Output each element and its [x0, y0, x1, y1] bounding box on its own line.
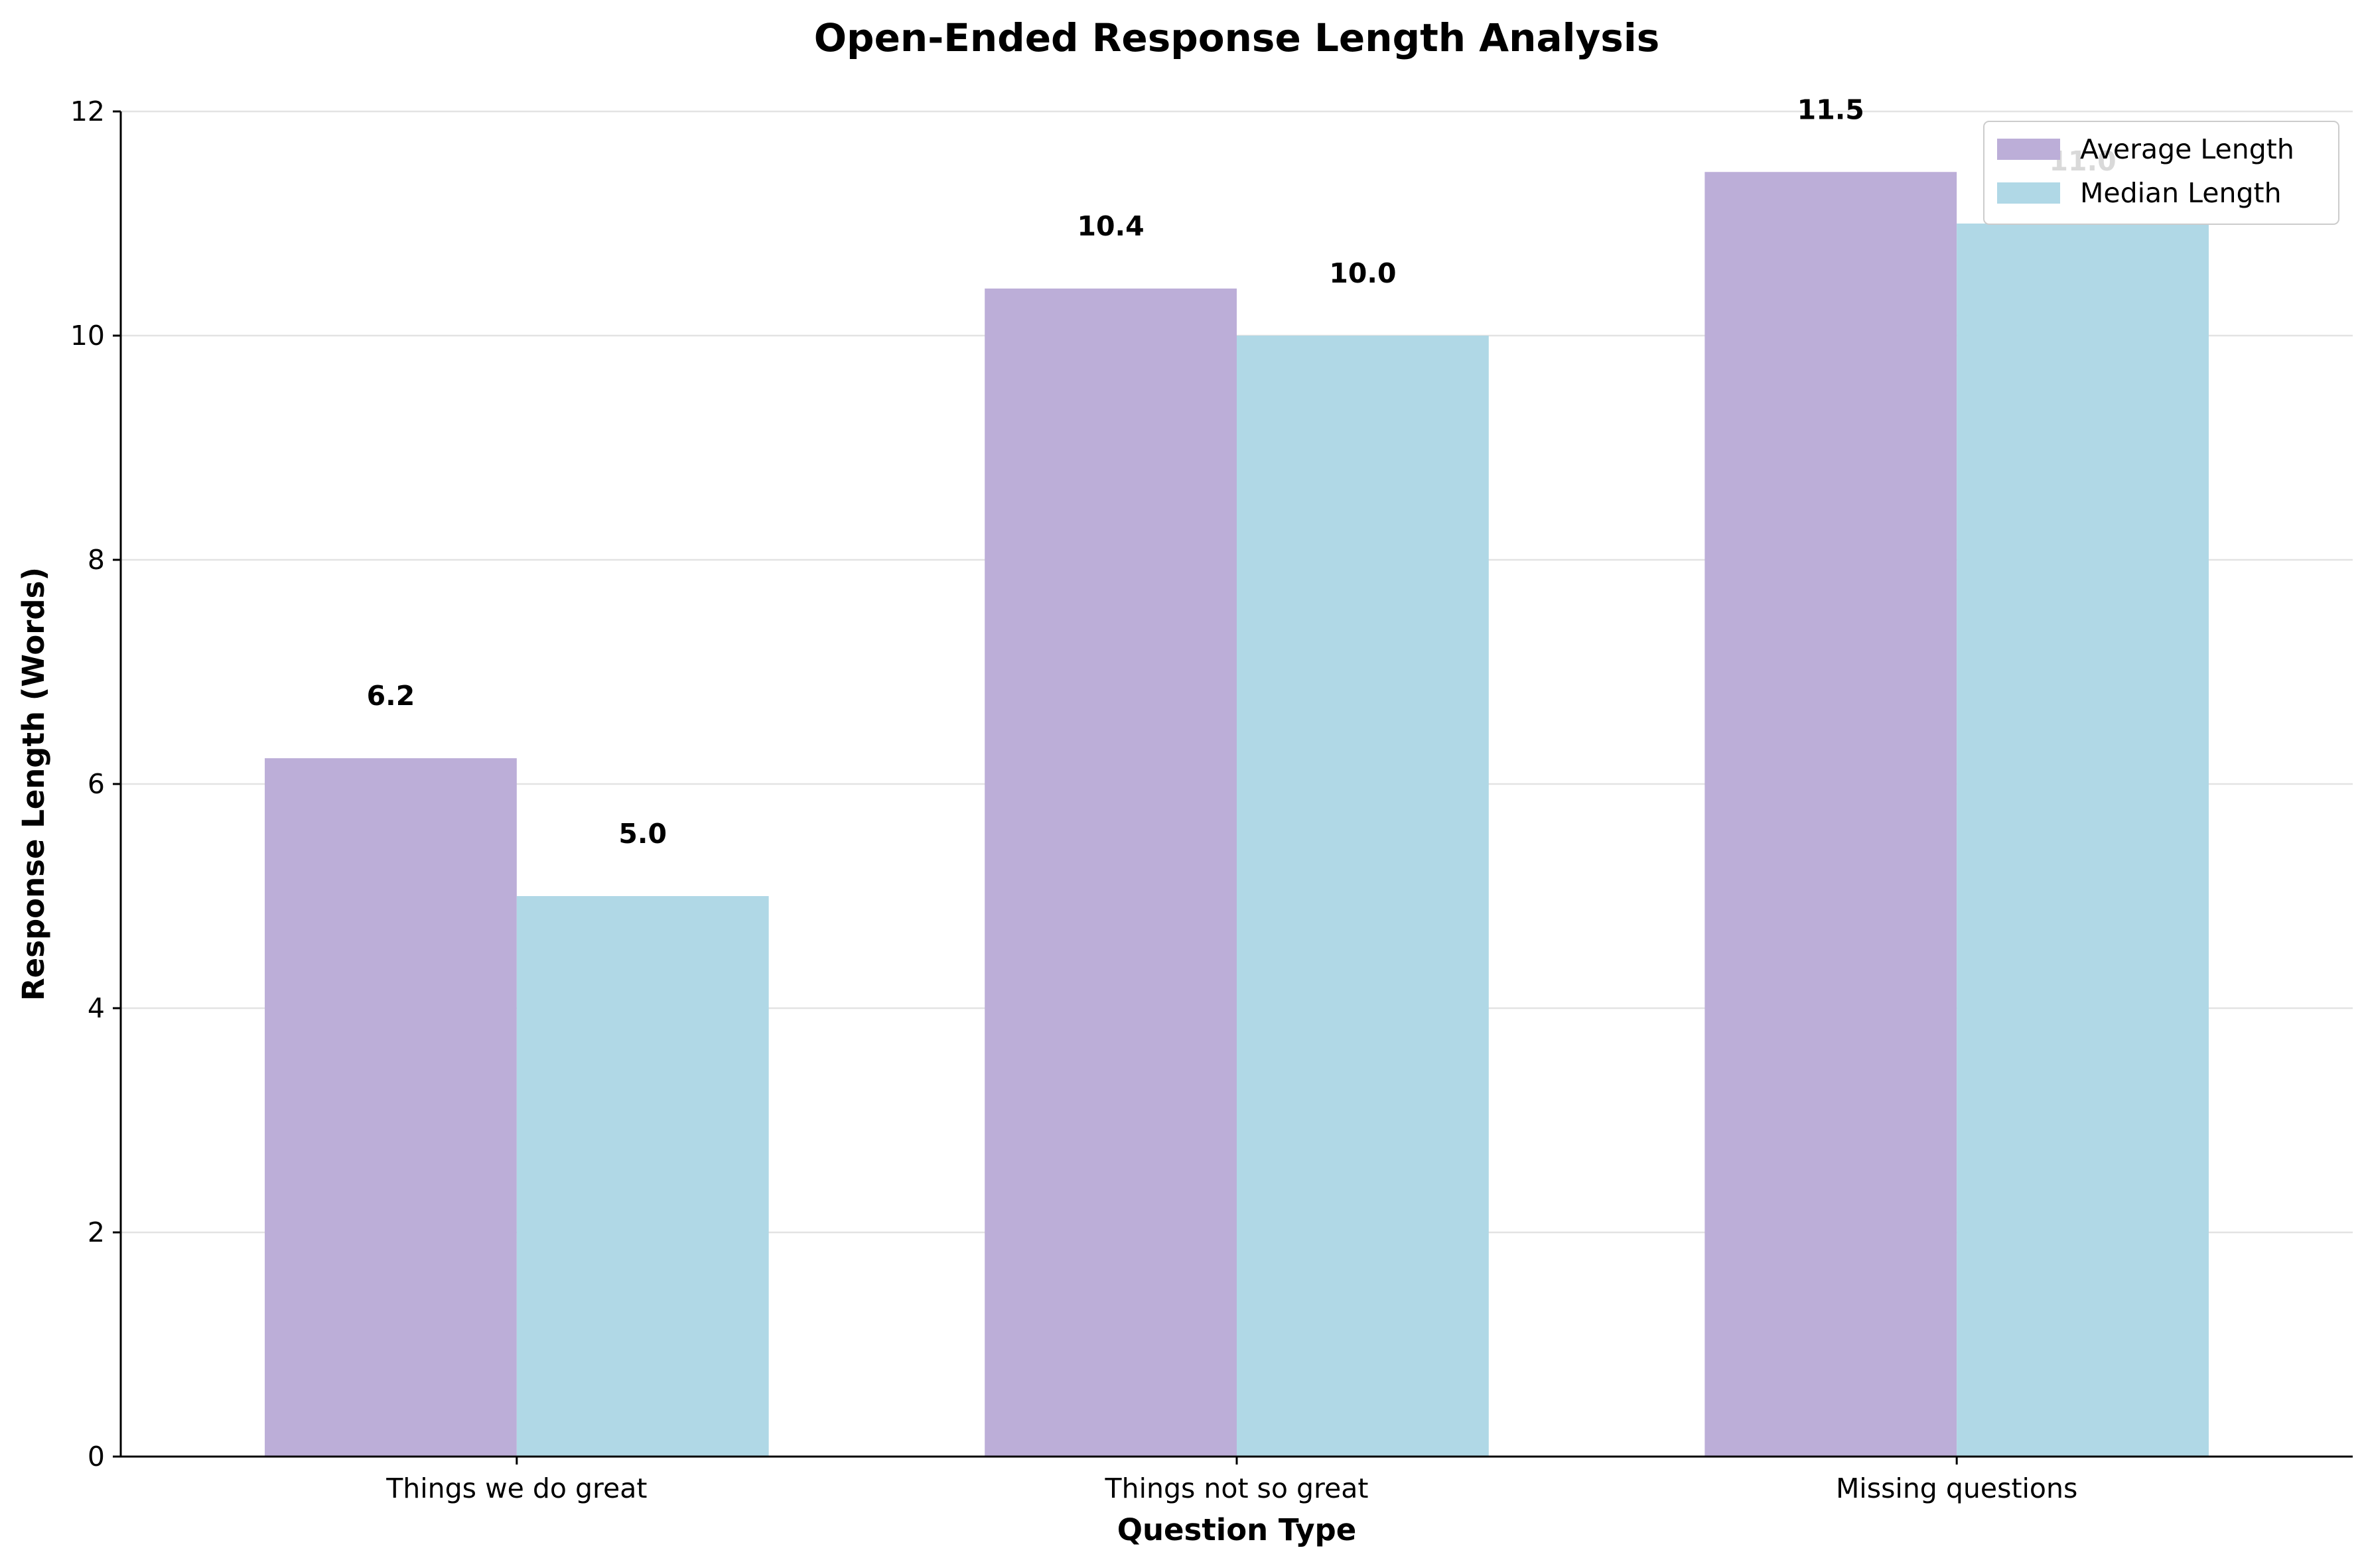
y-tick-label: 0: [88, 1441, 105, 1472]
x-axis-ticks: Things we do great Things not so great Mis…: [385, 1457, 2077, 1504]
bar-median-0: [516, 896, 769, 1457]
bar-median-2: [1957, 224, 2209, 1457]
data-label: 6.2: [367, 680, 415, 712]
bars: [265, 172, 2209, 1457]
legend-label: Average Length: [2080, 133, 2294, 165]
legend-swatch: [1997, 139, 2060, 160]
x-tick-label: Things we do great: [385, 1472, 647, 1504]
legend-label: Median Length: [2080, 177, 2282, 209]
x-tick-label: Things not so great: [1105, 1472, 1369, 1504]
y-tick-label: 10: [70, 320, 105, 352]
y-axis-title: Response Length (Words): [16, 567, 51, 1001]
legend-box: [1983, 121, 2339, 225]
data-label: 10.0: [1329, 257, 1396, 289]
data-label: 10.4: [1078, 210, 1145, 242]
y-axis-ticks: 0 2 4 6 8 10 12: [70, 96, 121, 1472]
data-label: 5.0: [618, 818, 667, 850]
data-label: 11.5: [1797, 94, 1864, 125]
legend: Average Length Median Length: [1983, 121, 2339, 225]
x-tick-label: Missing questions: [1836, 1472, 2077, 1504]
bar-average-0: [265, 758, 517, 1457]
y-tick-label: 4: [88, 992, 105, 1024]
bar-median-1: [1237, 336, 1489, 1457]
y-tick-label: 6: [88, 768, 105, 800]
chart-title: Open-Ended Response Length Analysis: [814, 15, 1659, 60]
y-tick-label: 8: [88, 544, 105, 576]
y-tick-label: 2: [88, 1216, 105, 1248]
legend-swatch: [1997, 182, 2060, 204]
x-axis-title: Question Type: [1117, 1512, 1357, 1547]
bar-average-2: [1704, 172, 1957, 1457]
y-tick-label: 12: [70, 96, 105, 127]
bar-average-1: [985, 289, 1237, 1457]
